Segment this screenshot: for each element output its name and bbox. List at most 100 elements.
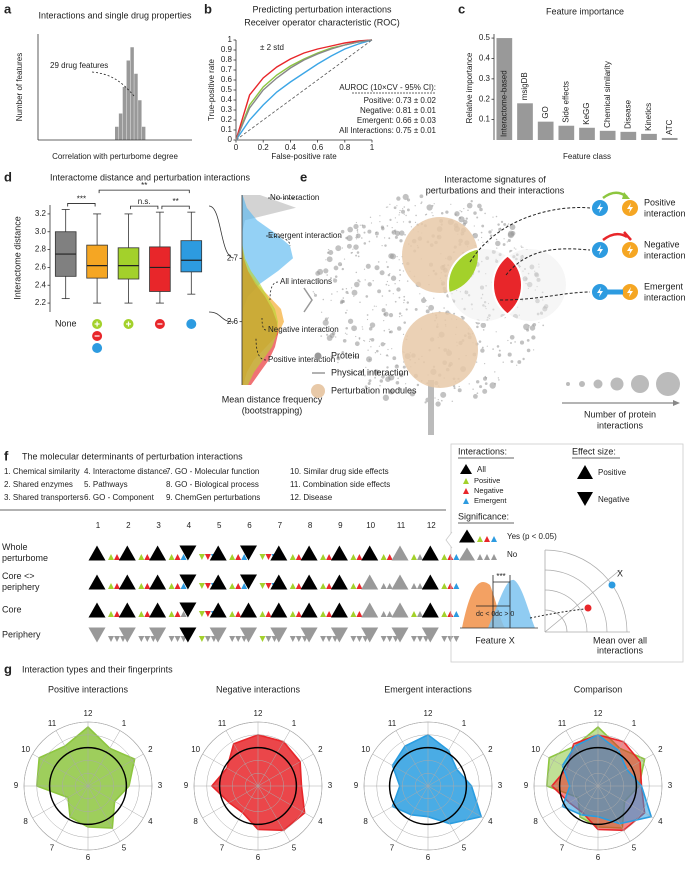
radar-ring <box>206 734 310 838</box>
protein-dot <box>351 287 353 289</box>
legend-glyph <box>459 529 475 543</box>
y-tick-label: 2.4 <box>35 280 47 289</box>
legend-glyph <box>484 554 490 560</box>
protein-dot <box>435 401 441 407</box>
panel-label: e <box>300 169 307 184</box>
significance-bracket <box>130 205 159 210</box>
effect-glyph-small <box>168 554 175 560</box>
radar-axis-label: 5 <box>632 843 637 852</box>
protein-dot <box>476 392 479 395</box>
radar-axis-label: 10 <box>21 745 30 754</box>
x-tick-label: GO <box>541 106 550 118</box>
protein-dot <box>382 394 390 401</box>
y-axis-label: True-positive rate <box>207 58 216 121</box>
radar-spoke <box>257 753 314 787</box>
protein-dot <box>526 339 530 342</box>
protein-dot <box>328 279 330 281</box>
effect-glyph <box>209 602 227 618</box>
effect-glyph-small <box>447 583 454 589</box>
bar <box>138 100 142 140</box>
protein-dot <box>432 214 434 217</box>
effect-glyph-small <box>356 583 363 589</box>
protein-dot <box>358 337 361 340</box>
emergent-bar <box>607 289 623 295</box>
protein-dot <box>426 305 428 307</box>
protein-dot <box>347 292 349 294</box>
protein-dot <box>398 312 402 315</box>
protein-dot <box>333 265 339 271</box>
y-tick-label: 1 <box>228 35 233 44</box>
radar-ring <box>584 772 612 800</box>
protein-dot <box>346 333 348 335</box>
effect-glyph-small <box>417 611 423 617</box>
protein-dot <box>363 268 366 270</box>
radar-baseline <box>218 746 298 826</box>
effect-glyph-small <box>326 583 333 589</box>
radar-spoke <box>55 785 89 842</box>
protein-dot <box>379 221 381 223</box>
radar-axis-label: 2 <box>318 745 323 754</box>
radar-spoke <box>542 785 599 819</box>
protein-dot <box>387 206 389 208</box>
effect-glyph <box>118 627 136 643</box>
legend-title: Interactions: <box>458 446 507 456</box>
effect-glyph-small <box>320 611 327 617</box>
protein-dot <box>403 206 406 208</box>
protein-dot <box>345 327 348 330</box>
interaction-label: Negative <box>644 239 680 249</box>
effect-glyph-small <box>411 611 417 617</box>
protein-dot <box>364 340 366 342</box>
effect-glyph <box>209 574 227 590</box>
protein-dot <box>479 385 483 389</box>
effect-glyph <box>179 602 197 618</box>
legend-glyph <box>491 536 497 542</box>
protein-dot <box>388 284 390 287</box>
legend-module <box>311 384 325 398</box>
radar-axis-label: 1 <box>632 719 637 728</box>
protein-dot <box>433 203 435 205</box>
bracket <box>208 311 235 323</box>
legend-entry: interactions <box>597 645 644 655</box>
effect-glyph-small <box>453 611 460 617</box>
feature-item: 2. Shared enzymes <box>4 480 73 489</box>
size-legend-dot <box>566 382 570 386</box>
radar-ring <box>376 734 480 838</box>
protein-dot <box>403 299 406 301</box>
protein-dot <box>481 224 485 228</box>
protein-dot <box>423 296 425 299</box>
protein-dot <box>473 233 475 236</box>
effect-glyph-small <box>295 636 302 642</box>
protein-dot <box>386 225 389 227</box>
protein-dot <box>367 349 369 351</box>
radar-spoke <box>565 785 599 842</box>
protein-dot <box>408 220 412 224</box>
effect-glyph-small <box>229 636 236 642</box>
feature-item: 12. Disease <box>290 493 333 502</box>
bar <box>141 126 146 140</box>
row-label: Core <> <box>2 571 35 581</box>
effect-glyph-small <box>108 611 114 617</box>
radar-spoke <box>32 785 89 819</box>
protein-dot <box>483 376 487 381</box>
effect-glyph-small <box>320 636 327 642</box>
protein-dot <box>402 365 406 369</box>
interaction-label: Emergent <box>644 281 684 291</box>
column-label: 1 <box>96 521 101 530</box>
protein-dot <box>399 212 401 214</box>
x-tick-label: ATC <box>665 119 674 135</box>
protein-dot <box>368 327 373 331</box>
effect-glyph <box>330 627 348 643</box>
category-icon <box>92 343 103 353</box>
radar-spoke <box>597 785 631 842</box>
protein-dot <box>355 236 357 239</box>
effect-glyph <box>240 574 257 590</box>
effect-glyph <box>240 627 257 643</box>
interaction-label: interactions <box>644 292 685 302</box>
protein-dot <box>445 210 449 214</box>
protein-dot <box>368 379 372 383</box>
protein-dot <box>403 295 406 298</box>
protein-dot <box>450 203 452 205</box>
effect-glyph-small <box>453 554 460 560</box>
protein-dot <box>396 205 398 207</box>
roc-curve <box>235 39 373 141</box>
